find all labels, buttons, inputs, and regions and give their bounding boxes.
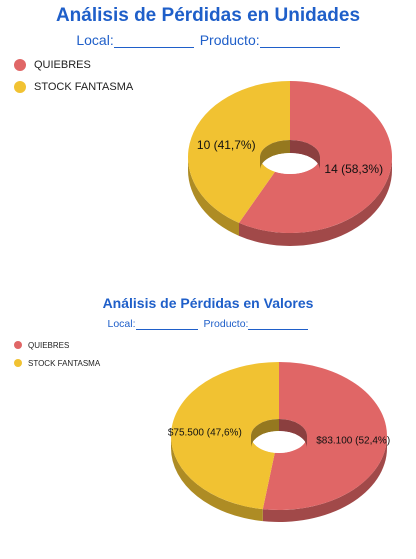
chart-subtitle-fields: Local: Producto: [0, 32, 416, 48]
donut-hole-wall-0 [279, 419, 307, 448]
donut-slice-0 [239, 81, 392, 234]
legend-swatch-stock-fantasma [14, 81, 26, 93]
producto-label: Producto: [203, 318, 249, 330]
chart-legend: QUIEBRES STOCK FANTASMA [14, 336, 100, 372]
slice-label-0: $83.100 (52,4%) [316, 435, 390, 446]
legend-swatch-quiebres [14, 341, 22, 349]
local-blank-line [135, 319, 198, 330]
legend-item-stock-fantasma: STOCK FANTASMA [14, 354, 100, 372]
producto-blank-line [248, 319, 309, 330]
donut-side-walls [188, 157, 392, 247]
donut-side-0 [239, 157, 392, 247]
legend-item-quiebres: QUIEBRES [14, 54, 133, 76]
legend-label-quiebres: QUIEBRES [28, 340, 70, 350]
donut-hole-wall-1 [251, 419, 279, 448]
donut-slice-0 [262, 362, 387, 510]
donut-top [170, 362, 387, 510]
slice-label-1: 10 (41,7%) [197, 138, 256, 152]
slice-label-0: 14 (58,3%) [324, 162, 383, 176]
local-label: Local: [107, 318, 136, 330]
donut-side-0 [262, 436, 387, 522]
chart-legend: QUIEBRES STOCK FANTASMA [14, 54, 133, 98]
donut-hole-floor [260, 153, 320, 174]
legend-swatch-stock-fantasma [14, 359, 22, 367]
local-label: Local: [76, 32, 114, 48]
donut-top [188, 81, 392, 234]
donut-hole-wall-1 [260, 140, 290, 170]
donut-hole-floor [251, 431, 307, 453]
legend-label-stock-fantasma: STOCK FANTASMA [28, 358, 101, 368]
units-donut-chart: 14 (58,3%) 10 (41,7%) [188, 81, 392, 247]
donut-hole [251, 419, 307, 453]
legend-item-stock-fantasma: STOCK FANTASMA [14, 76, 133, 98]
local-blank-line [113, 33, 194, 48]
donut-side-walls [171, 436, 387, 522]
donut-side-1 [171, 436, 263, 522]
chart-title: Análisis de Pérdidas en Unidades [55, 5, 361, 26]
donut-slice-1 [170, 362, 279, 510]
donut-labels: $83.100 (52,4%) $75.500 (47,6%) [168, 428, 390, 447]
donut-slice-1 [188, 81, 290, 223]
donut-hole [260, 140, 320, 174]
legend-item-quiebres: QUIEBRES [14, 336, 100, 354]
donut-side-1 [188, 157, 239, 236]
slice-label-1: $75.500 (47,6%) [168, 428, 242, 439]
chart-title: Análisis de Pérdidas en Valores [102, 295, 314, 311]
donut-labels: 14 (58,3%) 10 (41,7%) [197, 138, 383, 176]
legend-label-quiebres: QUIEBRES [34, 59, 91, 71]
chart-subtitle-fields: Local: Producto: [0, 318, 416, 330]
values-donut-chart: $83.100 (52,4%) $75.500 (47,6%) [168, 362, 390, 522]
producto-blank-line [259, 33, 340, 48]
values-chart-panel: Análisis de Pérdidas en Valores Local: Pr… [0, 290, 416, 559]
legend-swatch-quiebres [14, 59, 26, 71]
units-chart-panel: Análisis de Pérdidas en Unidades Local: P… [0, 0, 416, 260]
legend-label-stock-fantasma: STOCK FANTASMA [34, 81, 134, 93]
producto-label: Producto: [199, 32, 260, 48]
donut-hole-wall-0 [290, 140, 320, 170]
